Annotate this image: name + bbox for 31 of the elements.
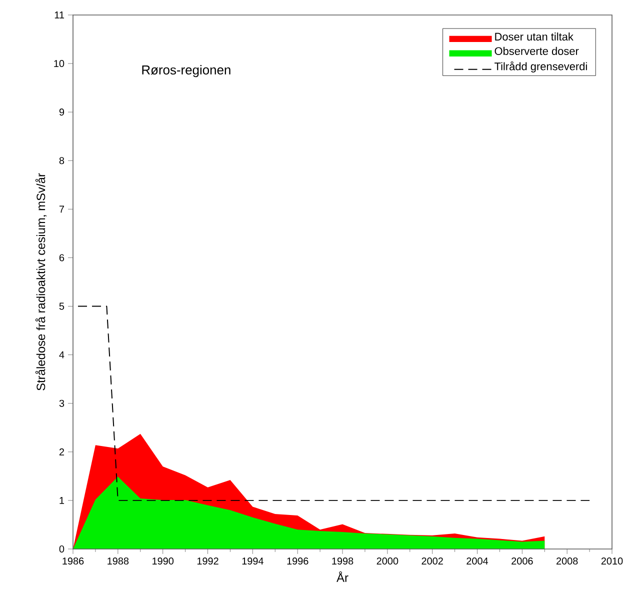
y-tick-label: 3 xyxy=(59,400,64,407)
y-tick-label: 9 xyxy=(59,108,64,116)
y-tick-label: 6 xyxy=(59,254,64,262)
x-tick-label: 1990 xyxy=(152,558,174,565)
x-tick-label: 1994 xyxy=(242,558,264,565)
x-tick-label: 1986 xyxy=(62,558,84,565)
legend-label: Tilrådd grenseverdi xyxy=(494,61,587,72)
y-axis-title: Stråledose frå radioaktivt cesium, mSv/år xyxy=(35,173,47,390)
x-tick-label: 2004 xyxy=(466,558,488,565)
y-tick-label: 4 xyxy=(59,351,64,358)
y-tick-label: 1 xyxy=(60,497,64,504)
x-tick-label: 2008 xyxy=(556,558,578,565)
y-tick-label: 5 xyxy=(59,302,64,310)
y-tick-label: 2 xyxy=(59,448,64,456)
y-tick-label: 11 xyxy=(54,12,64,18)
legend-label: Doser utan tiltak xyxy=(495,32,574,41)
y-tick-label: 0 xyxy=(59,545,64,553)
y-tick-label: 8 xyxy=(59,157,64,164)
legend-label: Observerte doser xyxy=(494,46,579,55)
annotation: Røros-regionen xyxy=(142,65,230,78)
x-axis-title: År xyxy=(336,571,348,582)
y-tick-label: 7 xyxy=(59,206,64,213)
x-tick-label: 1996 xyxy=(287,558,308,565)
x-tick-label: 2002 xyxy=(422,558,443,565)
x-tick-label: 1988 xyxy=(108,558,129,565)
x-tick-label: 2000 xyxy=(376,558,398,565)
x-tick-label: 2006 xyxy=(512,558,533,565)
x-tick-label: 1992 xyxy=(197,558,218,565)
y-tick-label: 10 xyxy=(54,60,64,68)
x-tick-label: 1998 xyxy=(332,558,354,565)
x-tick-label: 2010 xyxy=(601,558,623,565)
